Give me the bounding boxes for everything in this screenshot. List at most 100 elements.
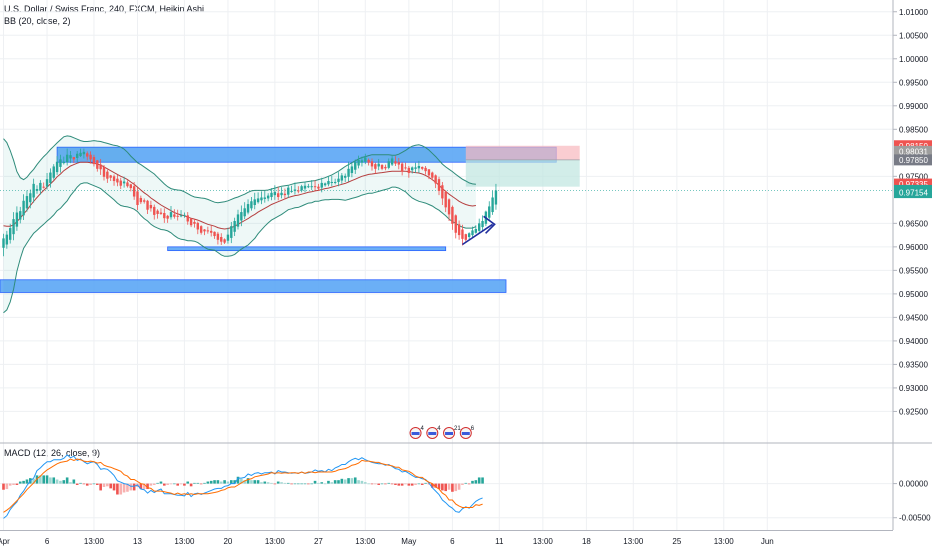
macd-histogram-bar [122, 483, 126, 493]
candle-body [370, 161, 374, 167]
candle-body [143, 200, 146, 202]
macd-histogram-bar [441, 483, 444, 491]
candle-body [86, 153, 89, 157]
macd-histogram-bar [370, 483, 374, 485]
candle-body [183, 214, 186, 216]
candle-body [39, 182, 42, 190]
candle-body [478, 223, 481, 231]
candle-body [320, 182, 323, 188]
macd-histogram-bar [407, 483, 411, 486]
macd-histogram-bar [186, 481, 190, 484]
macd-histogram-bar [12, 483, 15, 485]
macd-histogram-bar [216, 480, 220, 484]
macd-histogram-bar [230, 480, 233, 484]
candle-body [411, 167, 414, 171]
macd-histogram-bar [307, 483, 310, 485]
candle-body [474, 228, 478, 233]
candle-body [471, 230, 474, 236]
candle-body [159, 212, 163, 214]
macd-histogram-bar [102, 483, 106, 487]
macd-histogram-bar [106, 483, 109, 487]
candle-body [126, 182, 129, 187]
candle-body [421, 166, 424, 169]
zone-rectangles[interactable] [0, 146, 557, 293]
time-tick-label: 18 [582, 537, 591, 546]
macd-histogram-bar [420, 483, 424, 485]
candle-body [186, 215, 189, 222]
candle-body [32, 183, 35, 198]
macd-histogram-bar [132, 483, 136, 491]
macd-tick-label: 0.00000 [899, 480, 928, 489]
candle-body [116, 178, 119, 183]
time-tick-label: 6 [450, 537, 455, 546]
macd-histogram-bar [404, 483, 407, 485]
macd-histogram-bar [461, 483, 464, 485]
candle-body [109, 175, 112, 178]
macd-histogram-bar [303, 483, 307, 485]
macd-histogram-bar [126, 483, 129, 492]
macd-histogram-bar [69, 482, 72, 484]
time-tick-label: 13:00 [355, 537, 376, 546]
candle-body [139, 197, 143, 203]
macd-line [3, 454, 483, 519]
price-tick-label: 0.95000 [899, 290, 928, 299]
macd-histogram-bar [387, 482, 391, 484]
candle-body [89, 154, 92, 160]
candle-body [394, 161, 397, 164]
price-badge-label: 0.97335 [899, 180, 928, 189]
macd-histogram-bar [360, 480, 364, 484]
candle-body [156, 210, 159, 214]
candle-body [149, 205, 153, 209]
arrow-drawing[interactable] [462, 215, 496, 246]
macd-histogram-bar [163, 483, 166, 486]
price-tick-label: 1.01000 [899, 8, 928, 17]
candle-body [400, 163, 404, 172]
macd-histogram-bar [447, 483, 451, 490]
macd-histogram-bar [176, 483, 179, 486]
candle-body [96, 160, 99, 169]
candle-body [199, 226, 203, 233]
candle-body [246, 204, 250, 213]
macd-histogram-bar [320, 482, 324, 484]
zone-rect [0, 279, 507, 293]
macd-histogram-bar [15, 483, 19, 485]
candle-body [380, 165, 384, 169]
macd-histogram-bar [286, 482, 290, 484]
position-tool[interactable] [0, 145, 893, 191]
bb-fill [3, 135, 476, 313]
macd-histogram-bar [226, 481, 230, 484]
candle-body [256, 198, 260, 203]
event-markers[interactable]: 4 4 21 6 [409, 426, 475, 439]
macd-histogram-bar [149, 483, 153, 486]
macd-histogram-bar [283, 482, 287, 484]
macd-histogram-bar [8, 483, 12, 486]
candle-body [390, 158, 394, 165]
price-tick-label: 0.96000 [899, 243, 928, 252]
macd-histogram-bar [253, 480, 257, 484]
candle-body [327, 181, 330, 185]
candle-body [19, 211, 22, 220]
candle-body [146, 200, 149, 210]
macd-histogram-bar [89, 483, 92, 485]
zone-rect [167, 246, 447, 252]
candle-body [122, 181, 126, 184]
signal-line [3, 458, 483, 513]
candle-body [92, 157, 96, 165]
macd-histogram-bar [310, 483, 313, 485]
price-tick-label: 0.99500 [899, 78, 928, 87]
time-tick-label: 13:00 [84, 537, 105, 546]
candle-body [176, 215, 179, 217]
macd-histogram-bar [457, 483, 461, 490]
macd-histogram-bar [223, 480, 226, 484]
macd-histogram-bar [59, 480, 62, 484]
candle-body [263, 197, 266, 199]
macd-histogram-bar [243, 480, 246, 484]
candle-body [397, 162, 400, 165]
candle-body [417, 165, 421, 169]
candle-body [15, 212, 19, 227]
candle-body [179, 215, 183, 217]
event-count: 21 [454, 426, 461, 432]
macd-histogram-bar [380, 483, 384, 485]
